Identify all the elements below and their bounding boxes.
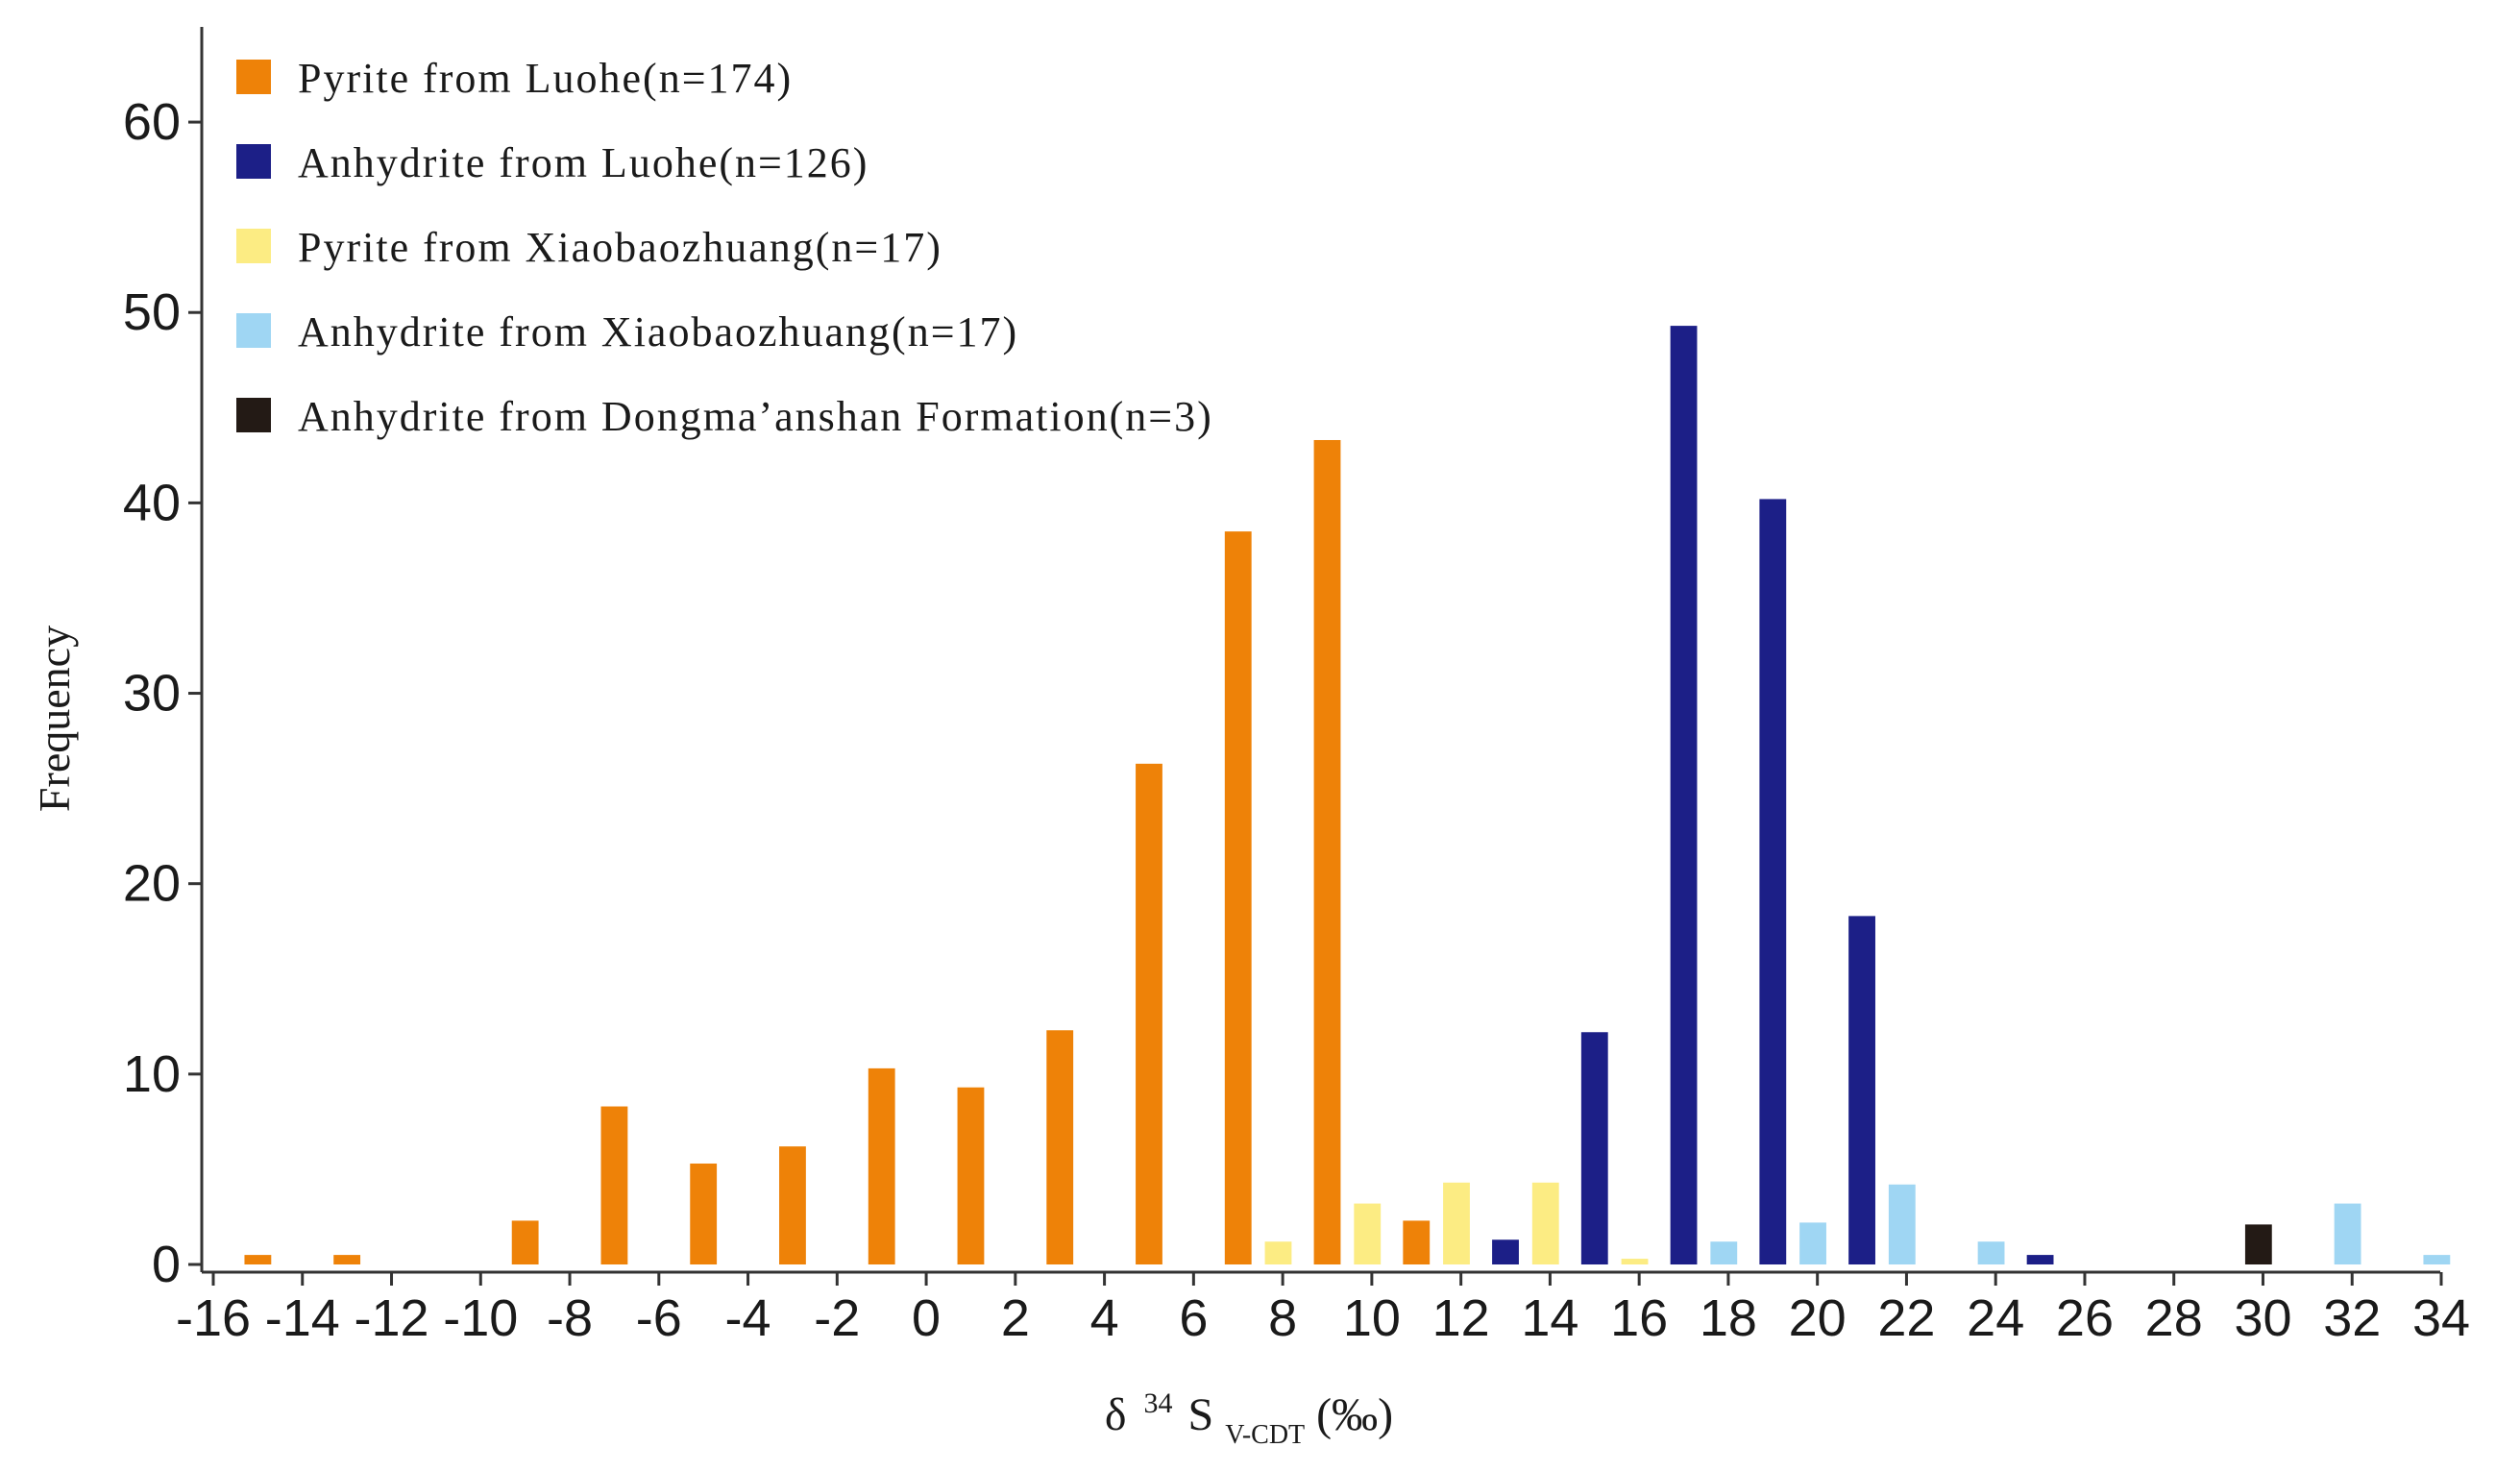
- bar-series-0: [333, 1255, 361, 1264]
- y-tick-label: 20: [123, 855, 181, 913]
- x-tick-label: -4: [725, 1289, 771, 1347]
- x-tick-label: 34: [2412, 1289, 2470, 1347]
- legend-label: Anhydrite from Luohe(n=126): [298, 139, 869, 186]
- bar-series-0: [957, 1087, 985, 1264]
- bar-series-0: [600, 1106, 628, 1264]
- bar-series-2: [1621, 1259, 1649, 1264]
- y-axis-label: Frequency: [30, 626, 79, 812]
- y-tick-label: 0: [152, 1236, 181, 1293]
- x-tick-label: 32: [2323, 1289, 2381, 1347]
- bar-series-3: [1888, 1184, 1916, 1264]
- bar-series-2: [1354, 1203, 1382, 1264]
- bar-series-0: [690, 1163, 718, 1264]
- legend: Pyrite from Luohe(n=174) Anhydrite from L…: [236, 55, 1213, 440]
- bar-series-1: [1848, 916, 1875, 1264]
- y-tick-labels: 0 10 20 30 40 50 60: [123, 93, 202, 1293]
- bar-series-3: [2334, 1203, 2361, 1264]
- bar-series-0: [511, 1220, 539, 1264]
- bar-series-3: [1977, 1241, 2005, 1264]
- bar-series-3: [2423, 1255, 2451, 1264]
- x-tick-label: -10: [443, 1289, 518, 1347]
- bar-series-1: [2026, 1255, 2054, 1264]
- x-tick-label: -14: [265, 1289, 340, 1347]
- bar-series-2: [1443, 1182, 1470, 1264]
- x-tick-label: 12: [1432, 1289, 1490, 1347]
- legend-swatch: [236, 60, 271, 94]
- x-axis-label-superscript: 34: [1143, 1387, 1172, 1419]
- bar-series-0: [779, 1146, 806, 1264]
- x-tick-label: 2: [1001, 1289, 1030, 1347]
- y-tick-label: 30: [123, 665, 181, 723]
- legend-label: Anhydrite from Xiaobaozhuang(n=17): [298, 308, 1018, 356]
- x-tick-label: 18: [1700, 1289, 1757, 1347]
- x-axis-label-delta: δ: [1105, 1389, 1127, 1440]
- x-axis-label: δ 34 S V-CDT (‰): [1105, 1372, 1393, 1454]
- bar-series-0: [1313, 439, 1341, 1264]
- bar-series-2: [1531, 1182, 1559, 1264]
- bar-series-0: [1403, 1220, 1431, 1264]
- bar-series-0: [868, 1067, 895, 1264]
- legend-swatch: [236, 313, 271, 348]
- x-tick-label: 22: [1877, 1289, 1935, 1347]
- bar-series-3: [1799, 1222, 1826, 1264]
- x-tick-label: 26: [2056, 1289, 2114, 1347]
- bar-series-0: [244, 1255, 272, 1264]
- x-tick-label: -12: [354, 1289, 428, 1347]
- legend-swatch: [236, 398, 271, 432]
- x-tick-label: 10: [1343, 1289, 1401, 1347]
- x-axis-label-unit: (‰): [1316, 1389, 1393, 1440]
- bar-series-0: [1224, 531, 1252, 1264]
- x-tick-label: 0: [912, 1289, 941, 1347]
- x-tick-label: 6: [1179, 1289, 1208, 1347]
- x-tick-label: -6: [636, 1289, 682, 1347]
- bars-group: [244, 326, 2451, 1264]
- x-tick-label: 8: [1268, 1289, 1297, 1347]
- x-tick-label: 24: [1967, 1289, 2024, 1347]
- bar-series-1: [1492, 1239, 1519, 1264]
- legend-swatch: [236, 229, 271, 263]
- bar-series-3: [1710, 1241, 1738, 1264]
- axes-group: [200, 27, 2440, 1274]
- x-tick-label: -8: [547, 1289, 593, 1347]
- x-tick-labels: -16 -14 -12 -10 -8 -6 -4 -2 0 2 4 6 8 10 12 14 16 18 20 22 2…: [176, 1272, 2470, 1347]
- bar-series-0: [1046, 1030, 1074, 1264]
- bar-series-2: [1264, 1241, 1292, 1264]
- bar-series-4: [2244, 1224, 2272, 1264]
- x-tick-label: -2: [814, 1289, 860, 1347]
- x-tick-label: -16: [176, 1289, 251, 1347]
- legend-label: Pyrite from Xiaobaozhuang(n=17): [298, 224, 942, 271]
- x-tick-label: 30: [2234, 1289, 2291, 1347]
- y-tick-label: 50: [123, 283, 181, 341]
- x-tick-label: 16: [1610, 1289, 1668, 1347]
- y-tick-label: 40: [123, 474, 181, 531]
- y-tick-label: 10: [123, 1045, 181, 1103]
- bar-series-1: [1670, 326, 1698, 1264]
- bar-series-0: [1136, 763, 1162, 1264]
- legend-label: Anhydrite from Dongma’anshan Formation(n…: [298, 393, 1213, 440]
- x-tick-label: 14: [1521, 1289, 1578, 1347]
- legend-label: Pyrite from Luohe(n=174): [298, 55, 793, 102]
- x-axis-label-subscript: V-CDT: [1225, 1420, 1305, 1450]
- x-tick-label: 4: [1090, 1289, 1119, 1347]
- x-tick-label: 20: [1789, 1289, 1847, 1347]
- x-axis-label-symbol: S: [1187, 1389, 1213, 1440]
- y-tick-label: 60: [123, 93, 181, 151]
- x-tick-label: 28: [2145, 1289, 2203, 1347]
- legend-swatch: [236, 144, 271, 179]
- bar-series-1: [1759, 499, 1787, 1264]
- bar-series-1: [1580, 1032, 1608, 1264]
